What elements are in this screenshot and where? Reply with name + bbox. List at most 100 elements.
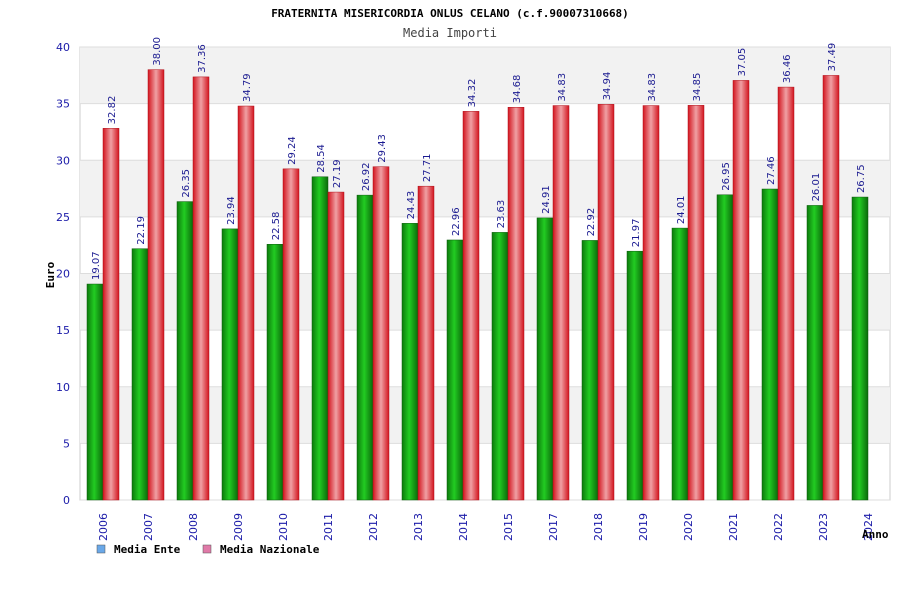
grid-band bbox=[80, 386, 890, 444]
bar-media-ente-2014 bbox=[446, 239, 464, 501]
bar-media-nazionale-2017 bbox=[552, 105, 570, 501]
data-label-media-nazionale-2009: 34.79 bbox=[242, 73, 253, 102]
data-label-media-ente-2007: 22.19 bbox=[136, 216, 147, 245]
data-label-media-ente-2014: 22.96 bbox=[451, 207, 462, 236]
grid-band bbox=[80, 160, 890, 217]
bar-media-nazionale-2006 bbox=[102, 128, 120, 501]
bar-media-nazionale-2019 bbox=[642, 105, 660, 501]
data-label-media-ente-2008: 26.35 bbox=[181, 169, 192, 198]
data-label-media-ente-2020: 24.01 bbox=[676, 195, 687, 224]
bar-media-ente-2023 bbox=[806, 205, 824, 501]
x-tick-label: 2010 bbox=[277, 513, 290, 541]
bar-media-ente-2012 bbox=[356, 194, 374, 501]
bar-media-nazionale-2022 bbox=[777, 86, 795, 501]
bar-media-ente-2024 bbox=[851, 196, 869, 501]
bar-media-ente-2008 bbox=[176, 201, 194, 501]
bar-media-nazionale-2007 bbox=[147, 69, 165, 501]
data-label-media-nazionale-2020: 34.85 bbox=[692, 73, 703, 102]
legend-label-media-nazionale: Media Nazionale bbox=[220, 543, 320, 556]
data-label-media-nazionale-2007: 38.00 bbox=[152, 37, 163, 66]
y-axis-ticks: 0 5 10 15 20 25 30 35 40 bbox=[56, 41, 70, 507]
y-tick-label: 0 bbox=[63, 494, 70, 507]
bar-media-ente-2017 bbox=[536, 217, 554, 501]
bar-media-nazionale-2009 bbox=[237, 105, 255, 501]
grid-band bbox=[80, 273, 890, 331]
y-tick-label: 40 bbox=[56, 41, 70, 54]
data-label-media-ente-2023: 26.01 bbox=[811, 173, 822, 202]
bar-media-ente-2010 bbox=[266, 244, 284, 501]
gridlines bbox=[80, 46, 890, 501]
x-tick-label: 2008 bbox=[187, 513, 200, 541]
y-tick-label: 5 bbox=[63, 437, 70, 450]
chart-subtitle: Media Importi bbox=[403, 26, 497, 40]
bar-media-ente-2022 bbox=[761, 188, 779, 501]
legend-label-media-ente: Media Ente bbox=[114, 543, 181, 556]
bar-media-ente-2018 bbox=[581, 240, 599, 501]
bar-media-ente-2007 bbox=[131, 248, 149, 501]
y-tick-label: 10 bbox=[56, 381, 70, 394]
data-label-media-ente-2017: 24.91 bbox=[541, 185, 552, 214]
x-tick-label: 2014 bbox=[457, 513, 470, 541]
legend-swatch-media-ente bbox=[96, 544, 106, 554]
data-label-media-nazionale-2023: 37.49 bbox=[827, 43, 838, 72]
bar-media-nazionale-2015 bbox=[507, 106, 525, 501]
chart-title: FRATERNITA MISERICORDIA ONLUS CELANO (c.… bbox=[271, 7, 629, 20]
x-tick-label: 2023 bbox=[817, 513, 830, 541]
x-tick-label: 2018 bbox=[592, 513, 605, 541]
bar-media-nazionale-2014 bbox=[462, 111, 480, 501]
x-tick-label: 2015 bbox=[502, 513, 515, 541]
data-labels: 19.07 32.82 22.19 38.00 26.35 37.36 23.94 34.79… bbox=[91, 37, 867, 280]
x-tick-label: 2011 bbox=[322, 513, 335, 541]
bar-media-ente-2019 bbox=[626, 250, 644, 501]
y-tick-label: 25 bbox=[56, 211, 70, 224]
bar-media-ente-2011 bbox=[311, 176, 329, 501]
data-label-media-nazionale-2021: 37.05 bbox=[737, 48, 748, 77]
bar-media-nazionale-2008 bbox=[192, 76, 210, 501]
x-tick-label: 2022 bbox=[772, 513, 785, 541]
bar-media-ente-2020 bbox=[671, 227, 689, 501]
y-tick-label: 30 bbox=[56, 154, 70, 167]
bar-media-nazionale-2023 bbox=[822, 75, 840, 501]
bar-media-ente-2015 bbox=[491, 232, 509, 501]
data-label-media-ente-2022: 27.46 bbox=[766, 156, 777, 185]
bars bbox=[86, 69, 869, 501]
bar-media-nazionale-2021 bbox=[732, 80, 750, 501]
bar-media-ente-2013 bbox=[401, 223, 419, 501]
bar-media-ente-2009 bbox=[221, 228, 239, 501]
data-label-media-ente-2018: 22.92 bbox=[586, 208, 597, 237]
x-tick-label: 2021 bbox=[727, 513, 740, 541]
x-axis-label: Anno bbox=[862, 528, 889, 541]
data-label-media-nazionale-2015: 34.68 bbox=[512, 75, 523, 104]
legend: Media Ente Media Nazionale bbox=[96, 543, 320, 556]
bar-media-ente-2006 bbox=[86, 283, 104, 501]
data-label-media-nazionale-2008: 37.36 bbox=[197, 44, 208, 73]
data-label-media-nazionale-2018: 34.94 bbox=[602, 72, 613, 101]
x-tick-label: 2017 bbox=[547, 513, 560, 541]
data-label-media-ente-2006: 19.07 bbox=[91, 251, 102, 280]
y-tick-label: 35 bbox=[56, 98, 70, 111]
data-label-media-nazionale-2010: 29.24 bbox=[287, 136, 298, 165]
data-label-media-nazionale-2019: 34.83 bbox=[647, 73, 658, 102]
x-tick-label: 2009 bbox=[232, 513, 245, 541]
data-label-media-ente-2021: 26.95 bbox=[721, 162, 732, 191]
bar-media-nazionale-2012 bbox=[372, 166, 390, 501]
data-label-media-ente-2011: 28.54 bbox=[316, 144, 327, 173]
x-axis-ticks: 2006 2007 2008 2009 2010 2011 2012 2013 2014 2015… bbox=[97, 513, 875, 541]
y-axis-label: Euro bbox=[44, 261, 57, 288]
bar-media-nazionale-2020 bbox=[687, 105, 705, 501]
x-tick-label: 2024 bbox=[862, 513, 875, 541]
x-tick-label: 2013 bbox=[412, 513, 425, 541]
x-tick-label: 2019 bbox=[637, 513, 650, 541]
data-label-media-nazionale-2013: 27.71 bbox=[422, 154, 433, 183]
data-label-media-ente-2024: 26.75 bbox=[856, 164, 867, 193]
x-tick-label: 2007 bbox=[142, 513, 155, 541]
x-tick-label: 2020 bbox=[682, 513, 695, 541]
data-label-media-ente-2013: 24.43 bbox=[406, 191, 417, 220]
data-label-media-ente-2012: 26.92 bbox=[361, 162, 372, 191]
y-tick-label: 20 bbox=[56, 268, 70, 281]
data-label-media-ente-2009: 23.94 bbox=[226, 196, 237, 225]
data-label-media-ente-2019: 21.97 bbox=[631, 219, 642, 248]
data-label-media-nazionale-2012: 29.43 bbox=[377, 134, 388, 163]
data-label-media-nazionale-2022: 36.46 bbox=[782, 54, 793, 83]
